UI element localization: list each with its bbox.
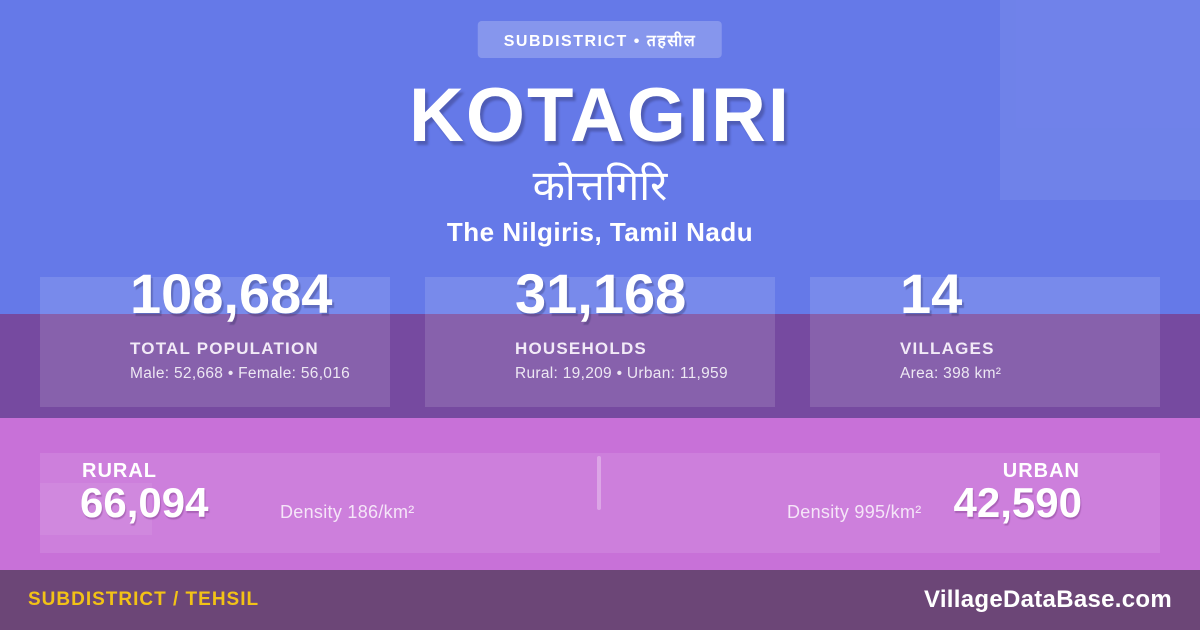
stat-card-villages (810, 277, 1160, 407)
rural-population-value: 66,094 (80, 479, 209, 526)
corner-highlight-rect (1000, 0, 1200, 200)
page-title: KOTAGIRI (409, 73, 791, 158)
footer-bar: SUBDISTRICT / TEHSIL VillageDataBase.com (0, 570, 1200, 630)
page-title-native: कोत्तगिरि (532, 162, 668, 209)
rural-value-highlight-rect (40, 483, 152, 535)
stat-card-households (425, 277, 775, 407)
entity-type-badge: SUBDISTRICT • तहसील (477, 21, 723, 58)
rural-label: RURAL (82, 460, 157, 482)
villages-value: 14 (900, 262, 963, 325)
villages-label: VILLAGES (900, 339, 995, 358)
households-detail: Rural: 19,209 • Urban: 11,959 (515, 365, 728, 382)
footer-brand: VillageDataBase.com (923, 586, 1172, 613)
households-label: HOUSEHOLDS (515, 339, 647, 358)
location-subtitle: The Nilgiris, Tamil Nadu (446, 217, 754, 247)
rural-density: Density 186/km² (280, 502, 415, 522)
total-population-value: 108,684 (130, 262, 333, 325)
rural-urban-panel (40, 453, 1160, 553)
urban-label: URBAN (1002, 460, 1080, 482)
urban-density: Density 995/km² (787, 502, 922, 522)
total-population-label: TOTAL POPULATION (130, 339, 319, 358)
rural-urban-band (0, 418, 1200, 570)
footer-entity-type: SUBDISTRICT / TEHSIL (28, 589, 260, 610)
total-population-detail: Male: 52,668 • Female: 56,016 (130, 365, 351, 382)
rural-urban-divider (597, 456, 601, 510)
stat-card-population (40, 277, 390, 407)
villages-detail: Area: 398 km² (900, 365, 1002, 382)
urban-population-value: 42,590 (953, 479, 1082, 526)
stats-overlay-band (0, 314, 1200, 418)
households-value: 31,168 (515, 262, 687, 325)
